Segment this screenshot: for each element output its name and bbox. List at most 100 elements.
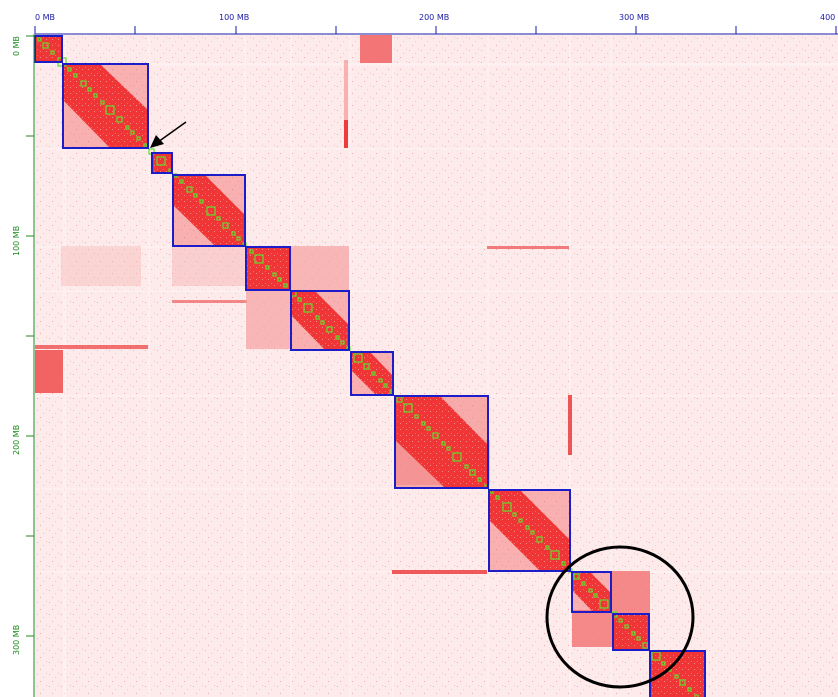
contig-square [73, 73, 78, 78]
domain-block [291, 291, 349, 350]
contig-square [581, 581, 586, 586]
contig-square [383, 383, 388, 388]
contig-square [378, 378, 383, 383]
contig-square [67, 67, 72, 72]
arrow-icon [150, 121, 187, 148]
contig-square [530, 530, 535, 535]
contig-square [561, 561, 566, 566]
contig-square [477, 477, 482, 482]
contig-square [371, 371, 376, 376]
contig-square [116, 116, 123, 123]
contig-square [525, 525, 530, 530]
off-diagonal-signals [35, 35, 650, 647]
contig-square [326, 326, 333, 333]
contig-square [464, 464, 469, 469]
left-tick-label: 300 MB [12, 625, 21, 655]
contig-square [624, 624, 629, 629]
contig-square [216, 216, 221, 221]
scaffold-box [649, 650, 706, 697]
contig-square [469, 469, 476, 476]
contig-square [335, 335, 340, 340]
contig-square [536, 536, 543, 543]
scaffold-box [394, 395, 489, 489]
contig-square [588, 588, 593, 593]
top-tick-label: 400 [820, 13, 835, 22]
contig-square [320, 320, 325, 325]
contig-square [636, 636, 641, 641]
contig-square [42, 42, 49, 49]
contig-square [315, 315, 320, 320]
contig-square [363, 363, 370, 370]
contig-square [283, 283, 288, 288]
contig-square [631, 631, 636, 636]
scaffold-outlines [34, 35, 706, 697]
contig-square [236, 236, 241, 241]
map-background [35, 35, 838, 697]
contig-square [661, 661, 666, 666]
top-axis: 0 MB 100 MB 200 MB 300 MB 400 [34, 13, 838, 35]
left-tick-label: 0 MB [12, 36, 21, 56]
contig-square [105, 105, 115, 115]
left-tick-label: 100 MB [12, 226, 21, 256]
contig-square [414, 414, 419, 419]
contig-square [545, 545, 550, 550]
contig-square [618, 618, 623, 623]
contig-square [674, 674, 679, 679]
contig-square [593, 593, 598, 598]
scaffold-box [488, 489, 571, 572]
scaffold-box [245, 246, 291, 291]
contig-square [186, 186, 193, 193]
top-tick-label: 200 MB [419, 13, 449, 22]
scaffold-box [172, 174, 246, 247]
contig-square [353, 353, 363, 363]
scaffold-box [151, 152, 173, 174]
top-tick-label: 0 MB [35, 13, 55, 22]
contig-square [100, 100, 105, 105]
scaffold-box [290, 290, 350, 351]
contig-square [340, 340, 345, 345]
contig-square [687, 687, 692, 692]
contig-square [50, 50, 55, 55]
contig-square [426, 426, 431, 431]
contig-square [87, 87, 92, 92]
contig-square [441, 441, 446, 446]
contig-square [495, 495, 500, 500]
left-axis: 0 MB 100 MB 200 MB 300 MB [12, 34, 35, 697]
contig-square [231, 231, 236, 236]
contig-square [193, 193, 198, 198]
contig-square [502, 502, 512, 512]
contig-square [199, 199, 204, 204]
contig-square [136, 136, 141, 141]
scaffold-box [62, 63, 149, 149]
contig-square [125, 125, 130, 130]
highlight-circle [545, 545, 695, 689]
contig-square [599, 599, 609, 609]
domain-block [489, 490, 570, 571]
contig-square [93, 93, 98, 98]
contig-square [272, 272, 277, 277]
contig-square [303, 303, 313, 313]
contig-square [297, 297, 302, 302]
contig-square [254, 254, 264, 264]
contig-square [156, 156, 166, 166]
contig-square [432, 432, 439, 439]
contig-square [421, 421, 426, 426]
scaffold-box [612, 613, 650, 651]
contig-square [679, 679, 686, 686]
contig-squares [37, 37, 699, 697]
contig-square [37, 37, 42, 42]
left-tick-label: 200 MB [12, 425, 21, 455]
scaffold-box [350, 351, 394, 396]
contig-square [403, 403, 413, 413]
contig-square [277, 277, 282, 282]
contig-square [550, 550, 560, 560]
contig-square [265, 265, 270, 270]
contig-square [179, 179, 184, 184]
contig-square [446, 446, 451, 451]
scaffold-box [571, 571, 612, 613]
contig-square [80, 80, 87, 87]
top-tick-label: 100 MB [219, 13, 249, 22]
contig-square [222, 222, 229, 229]
contig-square [518, 518, 523, 523]
contig-square [573, 573, 580, 580]
